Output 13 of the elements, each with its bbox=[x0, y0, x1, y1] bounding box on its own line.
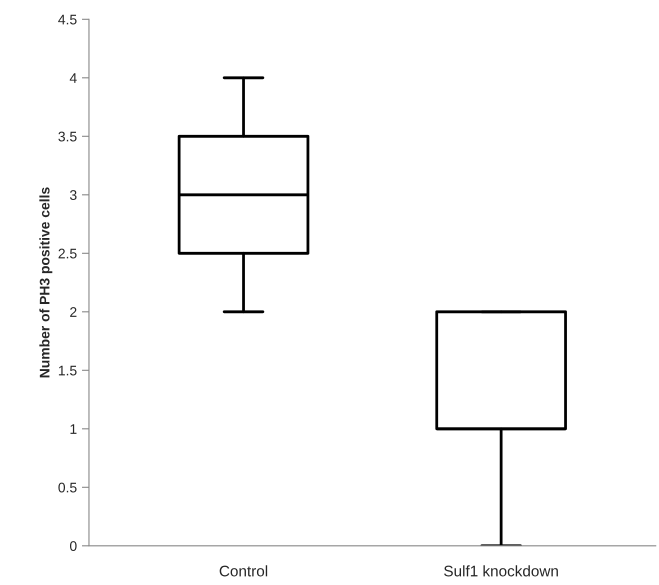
y-tick-label: 0 bbox=[70, 541, 77, 551]
y-tick-label: 1.5 bbox=[58, 366, 77, 376]
x-tick-label: Control bbox=[220, 565, 268, 576]
y-tick-label: 2.5 bbox=[58, 248, 77, 258]
y-tick-label: 0.5 bbox=[58, 482, 77, 492]
y-tick-label: 3.5 bbox=[58, 132, 77, 142]
y-axis-title: Number of PH3 positive cells bbox=[39, 187, 52, 378]
y-tick-label: 1 bbox=[70, 424, 76, 434]
y-tick-label: 4.5 bbox=[58, 14, 77, 24]
y-tick-label: 2 bbox=[70, 307, 76, 317]
y-tick-label: 4 bbox=[70, 73, 77, 83]
x-tick-label: Sulf1 knockdown bbox=[444, 565, 558, 576]
y-tick-label: 3 bbox=[70, 190, 77, 200]
